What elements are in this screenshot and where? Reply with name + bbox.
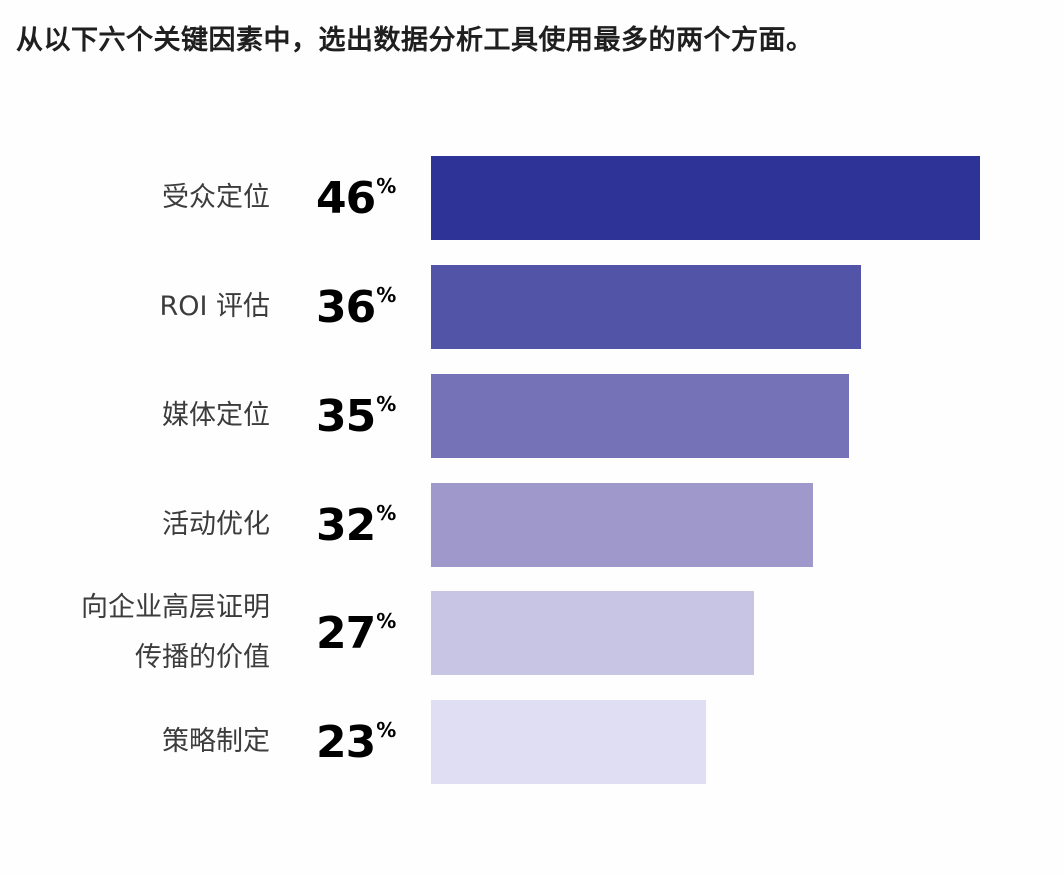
category-label: ROI 评估 [159, 291, 270, 322]
value-label: 46% [316, 172, 397, 224]
category-label: 活动优化 [162, 509, 270, 540]
value-label: 36% [316, 281, 397, 333]
category-label: 媒体定位 [162, 400, 270, 431]
bar-row: ROI 评估 36% [0, 265, 1064, 349]
value-label: 32% [316, 499, 397, 551]
bar [431, 483, 813, 567]
bar [431, 374, 849, 458]
value-label: 27% [316, 607, 397, 659]
category-label: 向企业高层证明 传播的价值 [81, 592, 270, 673]
bar-row: 媒体定位 35% [0, 374, 1064, 458]
bar-row: 活动优化 32% [0, 483, 1064, 567]
bar [431, 156, 980, 240]
bar-row: 向企业高层证明 传播的价值 27% [0, 591, 1064, 675]
category-label: 策略制定 [162, 726, 270, 757]
bar [431, 591, 754, 675]
category-label: 受众定位 [162, 182, 270, 213]
chart-title: 从以下六个关键因素中，选出数据分析工具使用最多的两个方面。 [16, 25, 814, 56]
bar-row: 策略制定 23% [0, 700, 1064, 784]
bar-row: 受众定位 46% [0, 156, 1064, 240]
value-label: 35% [316, 390, 397, 442]
bar [431, 265, 861, 349]
value-label: 23% [316, 716, 397, 768]
bar [431, 700, 706, 784]
